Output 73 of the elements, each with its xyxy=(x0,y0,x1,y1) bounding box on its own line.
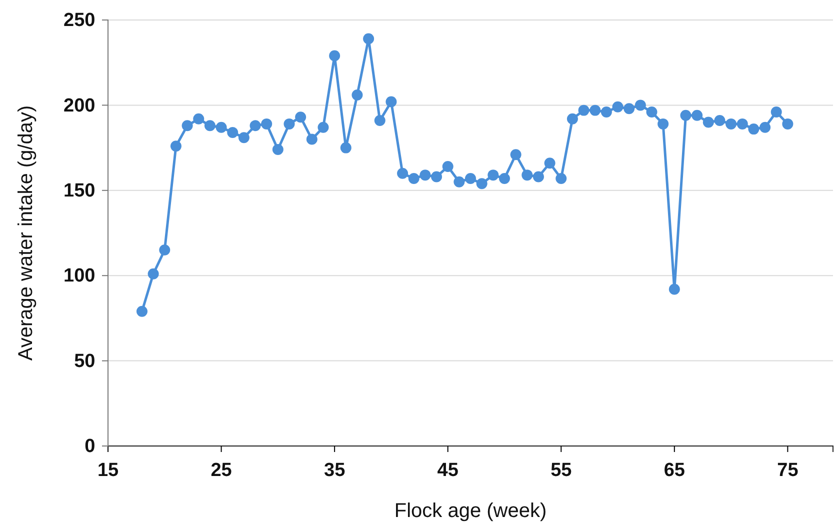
y-tick-label: 150 xyxy=(63,180,96,202)
point xyxy=(363,33,374,44)
point xyxy=(748,124,760,135)
x-tick-label: 65 xyxy=(664,460,686,481)
point xyxy=(465,172,476,184)
point xyxy=(556,172,567,184)
point xyxy=(522,170,533,181)
point xyxy=(420,170,431,181)
point xyxy=(476,178,488,190)
y-tick-label: 100 xyxy=(63,266,96,287)
point xyxy=(238,132,250,144)
x-tick-label: 45 xyxy=(437,460,459,481)
point xyxy=(714,115,726,126)
point xyxy=(227,126,238,138)
point xyxy=(510,149,522,160)
point xyxy=(668,284,680,295)
point xyxy=(646,106,658,118)
point xyxy=(408,172,420,184)
point xyxy=(658,118,669,130)
x-tick-label: 55 xyxy=(550,460,572,481)
point xyxy=(272,144,284,155)
point xyxy=(566,113,578,124)
point xyxy=(488,170,499,181)
point xyxy=(431,171,442,182)
point xyxy=(170,140,182,152)
point xyxy=(159,244,170,256)
point xyxy=(352,89,363,100)
point xyxy=(454,176,465,188)
point xyxy=(726,118,737,130)
point xyxy=(397,168,408,179)
point xyxy=(680,110,692,121)
point xyxy=(498,172,510,184)
point xyxy=(442,161,454,172)
point xyxy=(578,104,590,116)
point xyxy=(193,113,204,124)
point xyxy=(624,103,635,114)
x-tick-label: 25 xyxy=(210,460,232,481)
point xyxy=(782,118,794,130)
point xyxy=(340,142,352,154)
point xyxy=(284,118,295,130)
point xyxy=(532,171,544,182)
point xyxy=(204,120,216,132)
x-tick-label: 35 xyxy=(324,460,346,481)
y-tick-label: 0 xyxy=(84,436,96,458)
point xyxy=(261,118,272,130)
point xyxy=(770,106,782,118)
point xyxy=(306,134,318,145)
y-tick-label: 250 xyxy=(63,10,96,32)
point xyxy=(329,50,340,62)
point xyxy=(318,122,329,133)
x-tick-label: 15 xyxy=(97,460,119,481)
point xyxy=(216,122,227,133)
y-axis-title: Average water intake (g/day) xyxy=(15,105,37,361)
point xyxy=(702,116,714,128)
point xyxy=(148,268,159,280)
point xyxy=(182,120,193,132)
point xyxy=(612,101,624,112)
point xyxy=(692,110,703,121)
y-tick-label: 200 xyxy=(63,95,96,116)
point xyxy=(760,122,771,133)
point xyxy=(590,104,601,116)
point xyxy=(136,306,148,317)
point xyxy=(634,100,646,111)
x-axis-title: Flock age (week) xyxy=(394,500,547,522)
point xyxy=(600,106,612,118)
point xyxy=(736,118,748,130)
point xyxy=(250,120,261,132)
point xyxy=(295,112,306,123)
point xyxy=(374,115,386,126)
point xyxy=(386,96,397,108)
point xyxy=(544,158,556,169)
y-tick-label: 50 xyxy=(74,350,96,372)
x-tick-label: 75 xyxy=(777,460,799,481)
